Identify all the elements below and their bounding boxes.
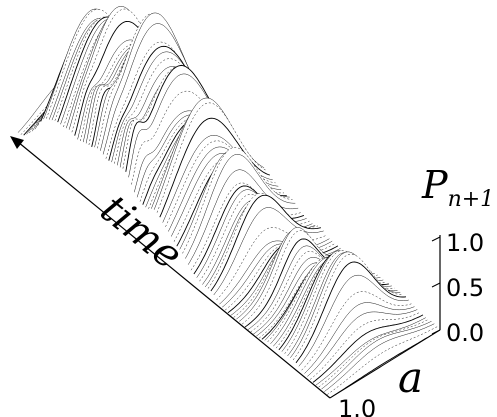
surface-slice-line (318, 319, 429, 388)
surface-slice-fill (327, 326, 438, 396)
time-axis-arrow (10, 136, 24, 149)
surface-slice-line (312, 314, 424, 383)
surface-slice-line (309, 312, 421, 380)
surface-slice-line (315, 317, 426, 386)
a-axis-label: a (398, 353, 423, 402)
surface-slice-line (327, 326, 438, 395)
surface-slice-line (182, 147, 293, 254)
z-axis-label: Pn+1 (421, 163, 494, 212)
surface-slice-line (304, 302, 415, 374)
surface-slice-line (267, 256, 378, 343)
surface-slice-line (292, 253, 404, 361)
surface-slice-line (156, 102, 268, 213)
surface-slice-line (105, 41, 217, 159)
z-tick-bottom (431, 329, 441, 335)
baseline-edge (329, 329, 441, 399)
z-axis-label-sub: n+1 (448, 187, 495, 212)
surface-slice-line (324, 323, 435, 392)
z-tick-top (431, 236, 441, 242)
surface-slice-line (185, 154, 296, 259)
surface-slice-line (207, 192, 319, 289)
surface-slice-line (224, 243, 336, 311)
z-tick-label-2: 0.5 (446, 274, 484, 302)
surface-mesh (17, 6, 441, 399)
surface-slice-line (295, 261, 407, 364)
z-tick-mid (431, 282, 441, 288)
time-axis (17, 141, 331, 399)
surface-slice-line (321, 321, 432, 390)
surface-slice-line (298, 274, 409, 367)
surface-slice-line (210, 194, 321, 292)
z-axis-label-main: P (421, 163, 449, 207)
a-tick-label: 1.0 (338, 395, 376, 417)
surface-slice-line (307, 309, 418, 377)
z-tick-label-1: 1.0 (446, 229, 484, 257)
z-tick-label-3: 0.0 (446, 319, 484, 347)
